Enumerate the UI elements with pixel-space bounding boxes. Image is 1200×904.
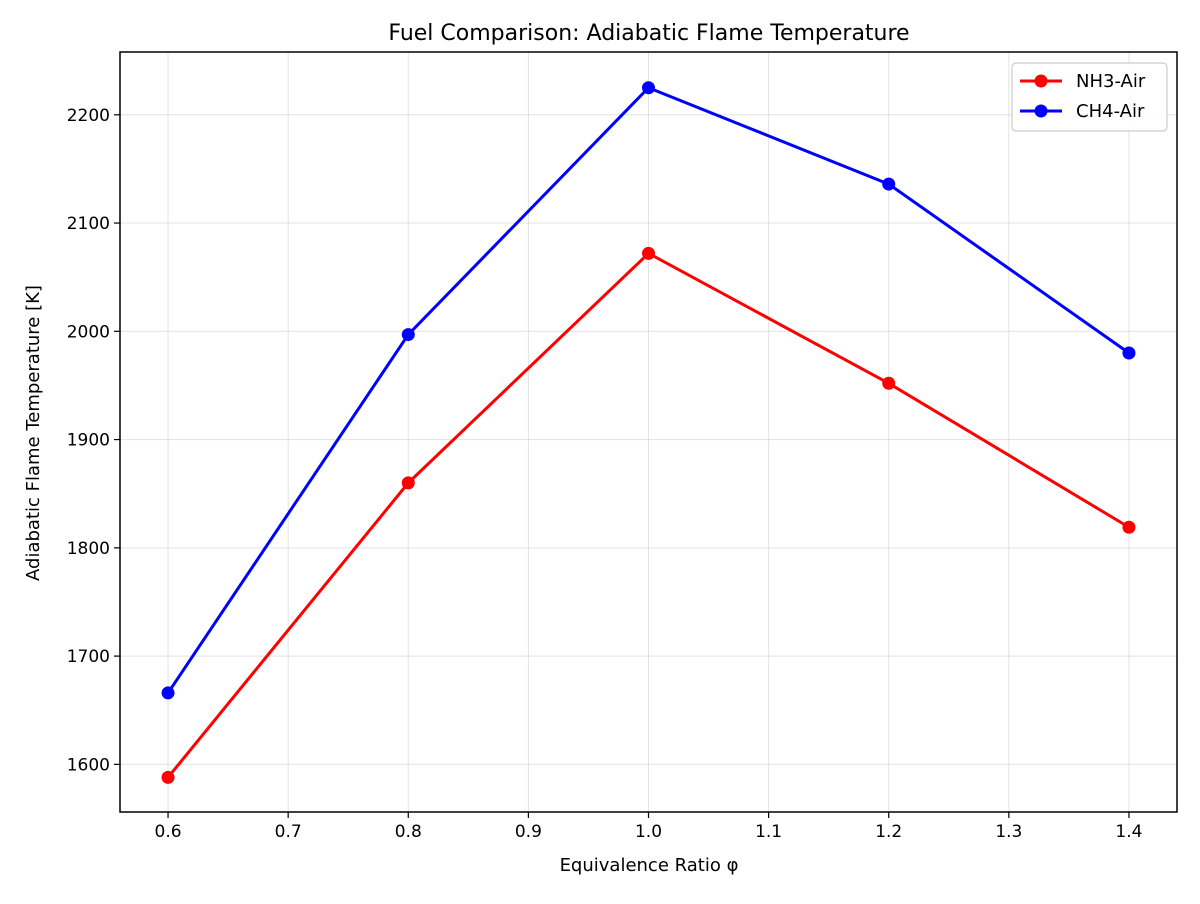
legend-marker-nh3-air: [1034, 74, 1048, 88]
x-tick-label: 1.4: [1115, 822, 1142, 842]
x-tick-label: 0.9: [515, 822, 542, 842]
y-tick-label: 2000: [67, 322, 110, 342]
axis-ticks: 0.6 0.7 0.8 0.9 1.0 1.1 1.2 1.3 1.4 1600 1700 1800 1…: [67, 106, 1143, 842]
x-tick-label: 1.0: [635, 822, 662, 842]
x-tick-label: 1.1: [755, 822, 782, 842]
y-axis-label: Adiabatic Flame Temperature [K]: [23, 285, 44, 581]
data-point-ch4-air: [161, 686, 175, 700]
x-tick-label: 0.6: [155, 822, 182, 842]
y-tick-label: 2200: [67, 106, 110, 126]
data-point-nh3-air: [401, 476, 415, 490]
data-point-nh3-air: [161, 770, 175, 784]
legend-label-nh3-air: NH3-Air: [1076, 71, 1146, 92]
series-area: [161, 81, 1136, 784]
data-point-ch4-air: [882, 177, 896, 191]
grid: [120, 52, 1177, 812]
y-tick-label: 1800: [67, 539, 110, 559]
x-tick-label: 0.8: [395, 822, 422, 842]
x-tick-label: 1.3: [995, 822, 1022, 842]
legend: NH3-Air CH4-Air: [1011, 62, 1168, 132]
chart-title: Fuel Comparison: Adiabatic Flame Tempera…: [388, 21, 909, 46]
data-point-nh3-air: [642, 246, 655, 260]
y-tick-label: 1600: [67, 755, 110, 775]
legend-marker-ch4-air: [1034, 104, 1048, 118]
y-tick-label: 1700: [67, 647, 110, 667]
legend-label-ch4-air: CH4-Air: [1076, 101, 1145, 122]
y-tick-label: 1900: [67, 431, 110, 451]
data-point-ch4-air: [401, 328, 415, 342]
x-tick-label: 0.7: [275, 822, 302, 842]
x-tick-label: 1.2: [875, 822, 902, 842]
x-axis-label: Equivalence Ratio φ: [560, 855, 739, 876]
data-point-nh3-air: [882, 376, 896, 390]
data-point-ch4-air: [642, 81, 655, 95]
y-tick-label: 2100: [67, 214, 110, 234]
data-point-ch4-air: [1122, 346, 1136, 360]
data-point-nh3-air: [1122, 520, 1136, 534]
